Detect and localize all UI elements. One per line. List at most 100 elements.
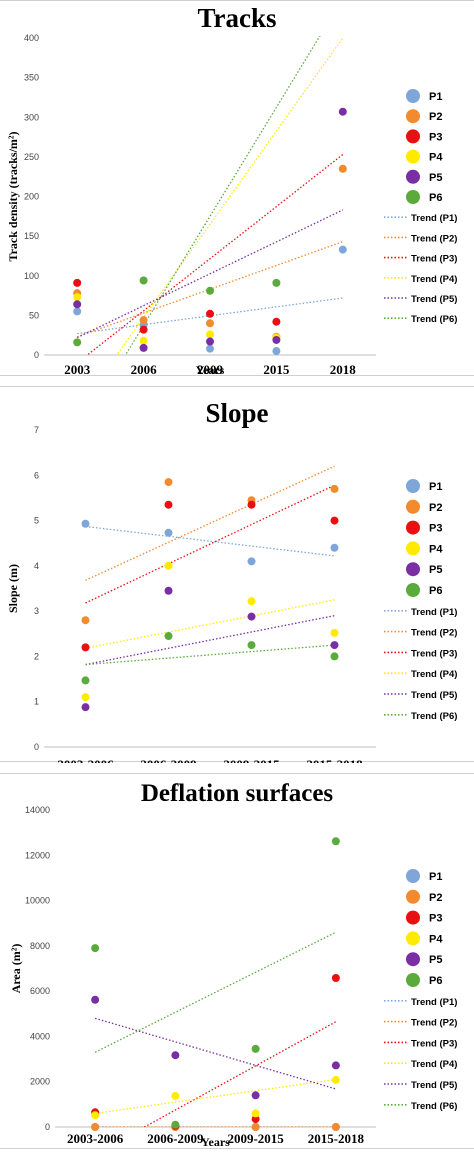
legend-marker-p3 bbox=[406, 129, 420, 144]
data-point-p6 bbox=[330, 652, 339, 661]
legend-marker-p4 bbox=[406, 149, 420, 164]
legend-trend-label-p3: Trend (P3) bbox=[411, 1038, 457, 1049]
legend-label-p1: P1 bbox=[429, 871, 442, 883]
legend-marker-p5 bbox=[406, 562, 420, 577]
trendline-p4 bbox=[85, 599, 335, 649]
data-point-p2 bbox=[331, 1123, 340, 1131]
y-tick-label: 4000 bbox=[30, 1031, 50, 1041]
trendlines bbox=[94, 931, 337, 1127]
x-tick-label: 2006 bbox=[131, 362, 158, 377]
legend-trend-label-p3: Trend (P3) bbox=[411, 254, 457, 265]
legend-label-p1: P1 bbox=[429, 91, 442, 103]
x-tick-label: 2003-2006 bbox=[57, 757, 114, 763]
trendlines bbox=[85, 465, 335, 666]
y-tick-label: 250 bbox=[24, 152, 39, 162]
data-point-p4 bbox=[247, 597, 256, 606]
x-tick-label: 2009 bbox=[197, 362, 224, 377]
data-point-p5 bbox=[247, 612, 256, 621]
data-point-p6 bbox=[164, 632, 173, 641]
y-tick-label: 0 bbox=[34, 742, 39, 752]
data-point-p4 bbox=[81, 693, 90, 702]
data-point-p1 bbox=[338, 245, 347, 254]
data-point-p2 bbox=[164, 478, 173, 487]
data-points bbox=[81, 478, 339, 712]
legend-label-p5: P5 bbox=[429, 564, 442, 576]
legend-marker-p1 bbox=[406, 479, 420, 493]
y-axis-label: Slope (m) bbox=[6, 564, 20, 613]
data-point-p1 bbox=[206, 344, 214, 353]
legend-marker-p4 bbox=[406, 541, 420, 556]
data-point-p2 bbox=[81, 616, 90, 625]
trendline-p5 bbox=[94, 1017, 337, 1090]
data-point-p5 bbox=[164, 586, 173, 595]
data-point-p4 bbox=[171, 1091, 180, 1100]
data-point-p6 bbox=[247, 641, 256, 650]
legend-marker-p5 bbox=[406, 952, 420, 967]
y-tick-label: 7 bbox=[34, 425, 39, 435]
data-point-p5 bbox=[331, 1061, 340, 1070]
y-tick-label: 200 bbox=[24, 192, 39, 202]
data-point-p1 bbox=[73, 307, 82, 316]
legend-marker-p2 bbox=[406, 109, 420, 124]
y-tick-label: 2000 bbox=[30, 1077, 50, 1087]
chart-title: Deflation surfaces bbox=[141, 780, 334, 807]
data-point-p6 bbox=[91, 944, 100, 953]
trendline-p4 bbox=[95, 1078, 336, 1115]
data-point-p6 bbox=[272, 278, 281, 287]
legend-trend-label-p4: Trend (P4) bbox=[411, 669, 457, 680]
data-point-p5 bbox=[171, 1051, 180, 1060]
data-point-p5 bbox=[139, 343, 148, 352]
trendline-p1 bbox=[85, 525, 335, 557]
data-point-p6 bbox=[251, 1044, 260, 1053]
y-tick-label: 5 bbox=[34, 516, 39, 526]
y-tick-label: 6000 bbox=[30, 986, 50, 996]
x-tick-label: 2009-2015 bbox=[227, 1131, 284, 1146]
data-point-p1 bbox=[81, 519, 90, 528]
legend-label-p2: P2 bbox=[429, 111, 442, 123]
data-point-p6 bbox=[73, 338, 82, 347]
y-axis-label: Track density (tracks/m²) bbox=[6, 131, 20, 261]
legend-label-p6: P6 bbox=[429, 192, 442, 204]
data-point-p4 bbox=[330, 628, 339, 637]
legend-trend-label-p4: Trend (P4) bbox=[411, 274, 457, 285]
data-point-p6 bbox=[331, 837, 340, 846]
data-point-p5 bbox=[206, 337, 214, 346]
legend: P1 P2 P3 P4 P5 P6 Trend (P1) Trend (P2) Trend (P… bbox=[384, 869, 457, 1112]
deflation-panel: Deflation surfaces 0 2000 4000 6000 8000 10000… bbox=[0, 773, 474, 1149]
y-tick-label: 50 bbox=[29, 310, 39, 320]
data-point-p3 bbox=[73, 278, 82, 287]
y-axis-label: Area (m²) bbox=[9, 944, 23, 994]
data-point-p2 bbox=[139, 316, 148, 325]
legend-trend-label-p1: Trend (P1) bbox=[411, 213, 457, 224]
legend-trend-label-p6: Trend (P6) bbox=[411, 1101, 457, 1112]
legend-trend-label-p5: Trend (P5) bbox=[411, 294, 457, 305]
legend-marker-p4 bbox=[406, 931, 420, 946]
trendline-p6 bbox=[94, 931, 337, 1053]
legend-trend-label-p4: Trend (P4) bbox=[411, 1059, 457, 1070]
data-point-p2 bbox=[251, 1123, 260, 1131]
legend-marker-p6 bbox=[406, 973, 420, 987]
data-point-p5 bbox=[338, 107, 347, 116]
legend-marker-p3 bbox=[406, 520, 420, 535]
data-point-p3 bbox=[164, 500, 173, 509]
legend-label-p3: P3 bbox=[429, 913, 442, 925]
data-point-p1 bbox=[247, 557, 256, 566]
legend-trend-label-p2: Trend (P2) bbox=[411, 628, 457, 639]
y-tick-label: 2 bbox=[34, 651, 39, 661]
trendline-p2 bbox=[85, 465, 335, 581]
x-tick-label: 2015-2018 bbox=[306, 757, 363, 763]
y-tick-label: 8000 bbox=[30, 941, 50, 951]
trendline-p6 bbox=[85, 644, 335, 666]
data-point-p6 bbox=[81, 676, 90, 685]
trendline-p3 bbox=[86, 153, 344, 355]
data-point-p3 bbox=[251, 1115, 260, 1124]
legend-label-p2: P2 bbox=[429, 892, 442, 904]
legend-trend-label-p1: Trend (P1) bbox=[411, 607, 457, 618]
slope-panel: Slope 0 1 2 3 4 5 6 7 2003-2006 2006-2009 2009-2015… bbox=[0, 386, 474, 772]
y-tick-label: 150 bbox=[24, 231, 39, 241]
x-tick-label: 2015-2018 bbox=[308, 1131, 365, 1146]
legend-trend-label-p1: Trend (P1) bbox=[411, 997, 457, 1008]
x-axis-label: Years bbox=[196, 363, 225, 377]
data-point-p4 bbox=[73, 293, 82, 302]
legend-label-p5: P5 bbox=[429, 172, 442, 184]
